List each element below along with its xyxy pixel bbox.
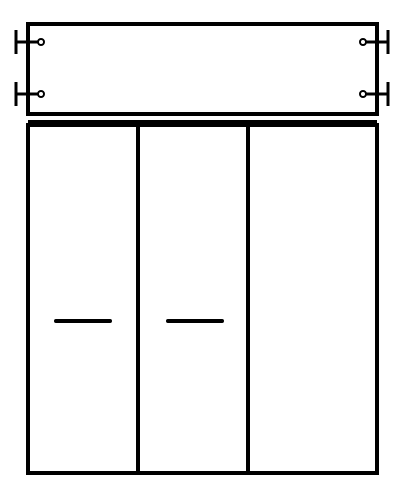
hook-icon-left-top	[14, 30, 45, 54]
cabinet-body	[26, 123, 379, 475]
hook-icon-right-bottom	[359, 82, 390, 106]
hook-icon-right-top	[359, 30, 390, 54]
hook-icon-left-bottom	[14, 82, 45, 106]
top-panel	[26, 22, 379, 116]
